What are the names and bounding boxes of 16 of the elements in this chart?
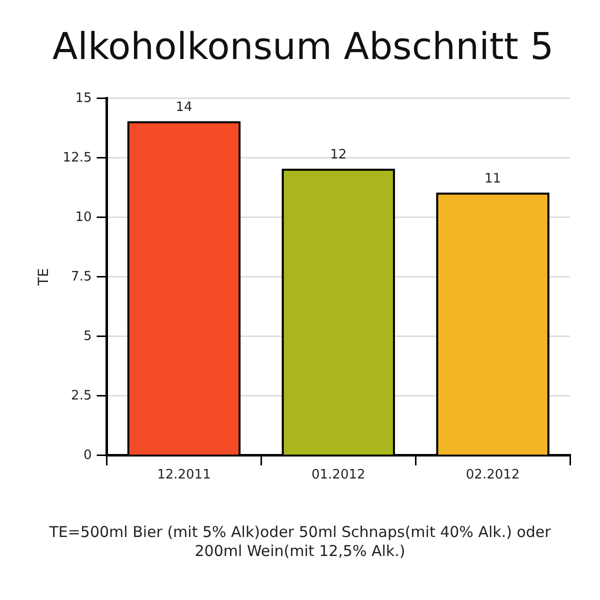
y-tick-label: 7.5 (71, 269, 92, 284)
text: TE=500ml Bier (mit 5% Alk)oder 50ml Schnaps(mit 40% Alk.) oder 200ml Wein(mit 12,5% Alk.) (48, 523, 552, 561)
data-label: 12 (330, 148, 347, 163)
y-tick-label: 2.5 (71, 388, 92, 404)
y-axis-title: TE (36, 268, 52, 287)
x-tick-label: 12.2011 (157, 468, 211, 483)
chart-title: Alkoholkonsum Abschnitt 5 (52, 24, 554, 68)
data-label: 14 (176, 100, 192, 116)
data-label: 11 (484, 171, 502, 186)
y-tick-label: 15 (75, 90, 92, 106)
x-tick-label: 01.2012 (311, 468, 366, 483)
y-tick-label: 5 (83, 328, 92, 344)
y-tick-label: 0 (83, 448, 92, 463)
y-tick-label: 10 (75, 210, 92, 225)
x-tick-label: 02.2012 (466, 468, 520, 483)
y-tick-label: 12.5 (62, 150, 92, 166)
